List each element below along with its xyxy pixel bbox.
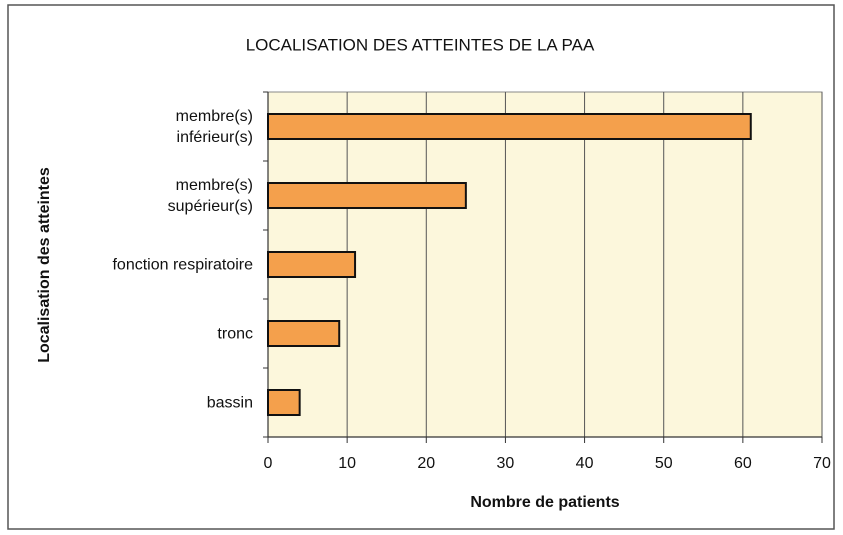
bar [267,251,357,278]
bar [267,389,301,416]
y-tick-label: membre(s) supérieur(s) [167,176,253,215]
chart-title: LOCALISATION DES ATTEINTES DE LA PAA [246,35,595,54]
x-tick-label: 30 [497,455,515,472]
y-tick-label: membre(s) inférieur(s) [175,107,253,146]
x-tick-label: 40 [576,455,594,472]
x-tick-label: 60 [734,455,752,472]
bar [267,320,341,347]
bar [267,113,752,140]
x-tick-label: 10 [338,455,356,472]
y-tick-label: fonction respiratoire [112,256,253,273]
x-axis-label: Nombre de patients [470,494,619,511]
bar [267,182,467,209]
x-tick-label: 20 [417,455,435,472]
y-tick-label: bassin [206,394,253,411]
x-tick-label: 0 [264,455,273,472]
y-tick-label: tronc [217,325,253,342]
y-axis-label: Localisation des atteintes [36,167,53,363]
x-tick-label: 70 [813,455,831,472]
x-tick-label: 50 [655,455,673,472]
